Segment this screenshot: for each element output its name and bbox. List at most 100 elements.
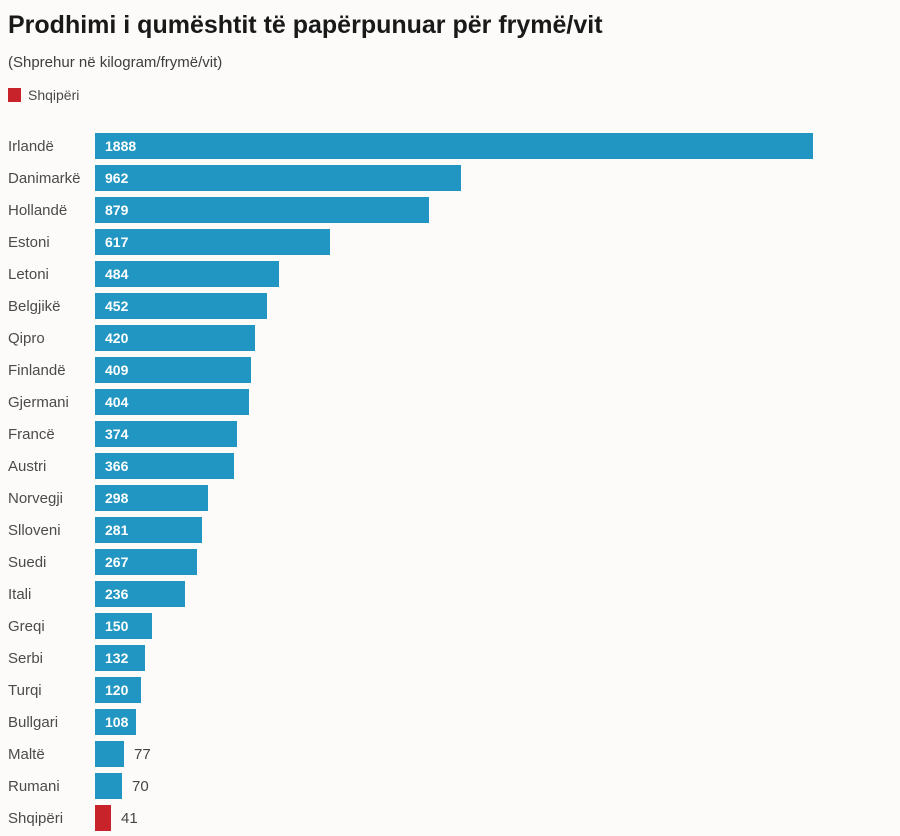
- legend: Shqipëri: [8, 87, 900, 103]
- bar: 298: [95, 485, 208, 511]
- category-label: Danimarkë: [8, 169, 81, 187]
- bar-area: 420: [95, 325, 900, 351]
- bar-area: 452: [95, 293, 900, 319]
- value-label: 236: [105, 586, 129, 602]
- bar-area: 366: [95, 453, 900, 479]
- bar-area: 617: [95, 229, 900, 255]
- value-label: 366: [105, 458, 129, 474]
- category-label: Hollandë: [8, 201, 68, 219]
- bar: 484: [95, 261, 279, 287]
- value-label: 374: [105, 426, 129, 442]
- category-label: Suedi: [8, 553, 47, 571]
- bar: 879: [95, 197, 429, 223]
- value-label: 70: [132, 777, 149, 795]
- bar: 374: [95, 421, 237, 447]
- category-label: Irlandë: [8, 137, 54, 155]
- value-label: 281: [105, 522, 129, 538]
- chart-row: Greqi 150: [0, 610, 900, 642]
- category-label: Francë: [8, 425, 55, 443]
- chart-row: Norvegji 298: [0, 482, 900, 514]
- chart-row: Belgjikë 452: [0, 290, 900, 322]
- value-label: 132: [105, 650, 129, 666]
- category-label: Serbi: [8, 649, 44, 667]
- value-label: 420: [105, 330, 129, 346]
- category-label: Greqi: [8, 617, 45, 635]
- bar: 452: [95, 293, 267, 319]
- value-label: 962: [105, 170, 129, 186]
- bar-highlighted: [95, 805, 111, 831]
- value-label: 484: [105, 266, 129, 282]
- value-label: 120: [105, 682, 129, 698]
- bar-area: 404: [95, 389, 900, 415]
- bar: 404: [95, 389, 249, 415]
- bar-area: 132: [95, 645, 900, 671]
- bar-area: 70: [95, 773, 900, 799]
- chart-row: Irlandë 1888: [0, 130, 900, 162]
- category-label: Qipro: [8, 329, 45, 347]
- bar-area: 41: [95, 805, 900, 831]
- bar-area: 484: [95, 261, 900, 287]
- chart-row: Danimarkë 962: [0, 162, 900, 194]
- bar-area: 962: [95, 165, 900, 191]
- bar-area: 150: [95, 613, 900, 639]
- category-label: Estoni: [8, 233, 50, 251]
- category-label: Gjermani: [8, 393, 69, 411]
- bar-area: 267: [95, 549, 900, 575]
- chart-title: Prodhimi i qumështit të papërpunuar për …: [8, 11, 603, 39]
- chart-row: Gjermani 404: [0, 386, 900, 418]
- bar: 150: [95, 613, 152, 639]
- category-label: Belgjikë: [8, 297, 61, 315]
- category-label: Turqi: [8, 681, 42, 699]
- bar: 420: [95, 325, 255, 351]
- category-label: Bullgari: [8, 713, 59, 731]
- value-label: 267: [105, 554, 129, 570]
- legend-swatch-icon: [8, 88, 21, 102]
- chart-row: Estoni 617: [0, 226, 900, 258]
- category-label: Slloveni: [8, 521, 61, 539]
- bar-area: 120: [95, 677, 900, 703]
- chart-row: Serbi 132: [0, 642, 900, 674]
- value-label: 41: [121, 809, 138, 827]
- bar-area: 281: [95, 517, 900, 543]
- bar-area: 77: [95, 741, 900, 767]
- category-label: Shqipëri: [8, 809, 64, 827]
- chart-row: Finlandë 409: [0, 354, 900, 386]
- category-label: Finlandë: [8, 361, 66, 379]
- chart-row: Francë 374: [0, 418, 900, 450]
- bar-area: 108: [95, 709, 900, 735]
- bar-area: 1888: [95, 133, 900, 159]
- legend-label: Shqipëri: [28, 87, 80, 103]
- bar: 108: [95, 709, 136, 735]
- category-label: Norvegji: [8, 489, 64, 507]
- value-label: 1888: [105, 138, 137, 154]
- bar-chart: Irlandë 1888 Danimarkë 962 Hollandë 879 Estoni…: [0, 130, 900, 834]
- bar-area: 298: [95, 485, 900, 511]
- value-label: 77: [134, 745, 151, 763]
- bar-area: 236: [95, 581, 900, 607]
- bar: 617: [95, 229, 330, 255]
- category-label: Itali: [8, 585, 32, 603]
- chart-row: Letoni 484: [0, 258, 900, 290]
- value-label: 409: [105, 362, 129, 378]
- bar: 267: [95, 549, 197, 575]
- value-label: 404: [105, 394, 129, 410]
- chart-row: Hollandë 879: [0, 194, 900, 226]
- chart-row: Qipro 420: [0, 322, 900, 354]
- chart-row: Rumani 70: [0, 770, 900, 802]
- bar: 1888: [95, 133, 813, 159]
- bar: 409: [95, 357, 251, 383]
- chart-row: Maltë 77: [0, 738, 900, 770]
- bar-area: 374: [95, 421, 900, 447]
- category-label: Maltë: [8, 745, 45, 763]
- chart-row: Slloveni 281: [0, 514, 900, 546]
- bar: 120: [95, 677, 141, 703]
- chart-page: Prodhimi i qumështit të papërpunuar për …: [0, 10, 900, 834]
- bar: [95, 773, 122, 799]
- value-label: 617: [105, 234, 129, 250]
- bar-area: 879: [95, 197, 900, 223]
- bar: [95, 741, 124, 767]
- chart-row: Turqi 120: [0, 674, 900, 706]
- category-label: Letoni: [8, 265, 49, 283]
- chart-subtitle: (Shprehur në kilogram/frymë/vit): [8, 54, 223, 71]
- value-label: 879: [105, 202, 129, 218]
